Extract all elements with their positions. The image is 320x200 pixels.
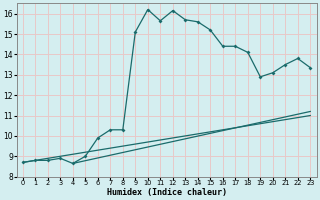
X-axis label: Humidex (Indice chaleur): Humidex (Indice chaleur) xyxy=(107,188,227,197)
